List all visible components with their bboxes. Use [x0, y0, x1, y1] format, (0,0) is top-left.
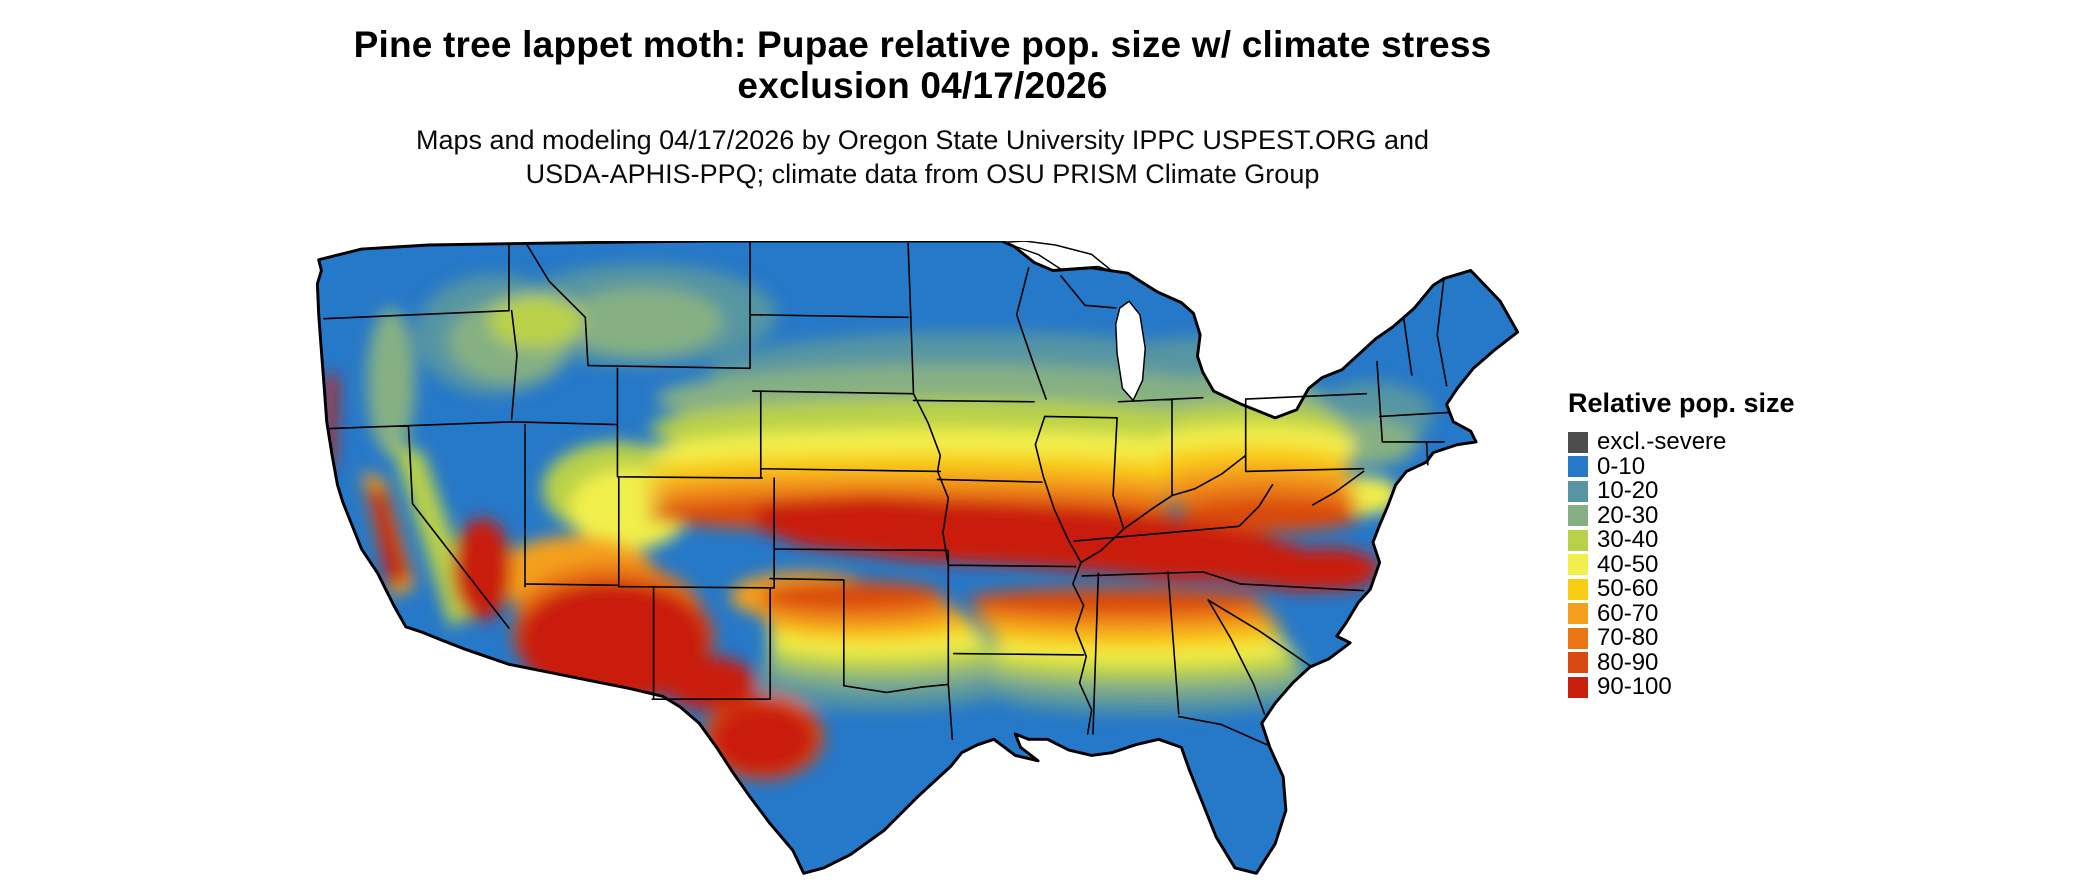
- map-subtitle-line2: USDA-APHIS-PPQ; climate data from OSU PR…: [525, 159, 1320, 189]
- legend-swatch: [1568, 652, 1588, 674]
- raster-field: [317, 241, 1518, 874]
- map-title: Pine tree lappet moth: Pupae relative po…: [0, 24, 1845, 106]
- legend-swatch: [1568, 676, 1588, 698]
- map-header: Pine tree lappet moth: Pupae relative po…: [0, 24, 1845, 191]
- legend-swatch: [1568, 578, 1588, 600]
- legend: Relative pop. size excl.-severe 0-10 10-…: [1568, 388, 1795, 700]
- map-title-line2: exclusion 04/17/2026: [737, 65, 1108, 106]
- legend-item: 40-50: [1568, 550, 1795, 578]
- us-map-svg: [315, 241, 1520, 875]
- legend-items: excl.-severe 0-10 10-20 20-30 30-40 40-5…: [1568, 430, 1795, 700]
- legend-item-label: 70-80: [1597, 624, 1659, 652]
- legend-item-label: 80-90: [1597, 648, 1659, 676]
- legend-item: 20-30: [1568, 501, 1795, 529]
- legend-item-label: 40-50: [1597, 550, 1659, 578]
- legend-item-label: 50-60: [1597, 575, 1659, 603]
- legend-item: 0-10: [1568, 452, 1795, 480]
- map-subtitle: Maps and modeling 04/17/2026 by Oregon S…: [0, 123, 1845, 191]
- legend-title: Relative pop. size: [1568, 388, 1795, 418]
- legend-swatch: [1568, 554, 1588, 576]
- us-outline: [315, 241, 1520, 875]
- state-borders: [323, 241, 1451, 747]
- us-population-map: [308, 241, 1527, 884]
- legend-item: 10-20: [1568, 479, 1795, 504]
- map-subtitle-line1: Maps and modeling 04/17/2026 by Oregon S…: [415, 125, 1430, 155]
- legend-item-label: 60-70: [1597, 599, 1659, 627]
- legend-item: 70-80: [1568, 626, 1795, 651]
- legend-item: 90-100: [1568, 675, 1795, 700]
- map-title-line1: Pine tree lappet moth: Pupae relative po…: [353, 24, 1492, 65]
- legend-item-label: 10-20: [1597, 477, 1659, 505]
- legend-item: 50-60: [1568, 577, 1795, 602]
- legend-item-label: 0-10: [1597, 452, 1646, 480]
- legend-swatch: [1568, 603, 1588, 625]
- heat-layer-90-100: [324, 372, 1380, 775]
- legend-item: 30-40: [1568, 528, 1795, 553]
- legend-swatch: [1568, 505, 1588, 527]
- great-lakes: [1002, 241, 1146, 402]
- lake-michigan: [1115, 300, 1146, 402]
- legend-item-label: 20-30: [1597, 501, 1659, 529]
- legend-item-label: excl.-severe: [1597, 428, 1727, 456]
- legend-swatch: [1568, 627, 1588, 649]
- legend-swatch: [1568, 456, 1588, 478]
- legend-swatch: [1568, 529, 1588, 551]
- legend-item: excl.-severe: [1568, 430, 1795, 455]
- legend-swatch: [1568, 431, 1588, 453]
- legend-swatch: [1568, 480, 1588, 502]
- legend-item: 60-70: [1568, 599, 1795, 627]
- legend-item-label: 30-40: [1597, 526, 1659, 554]
- legend-item-label: 90-100: [1597, 673, 1672, 701]
- legend-item: 80-90: [1568, 648, 1795, 676]
